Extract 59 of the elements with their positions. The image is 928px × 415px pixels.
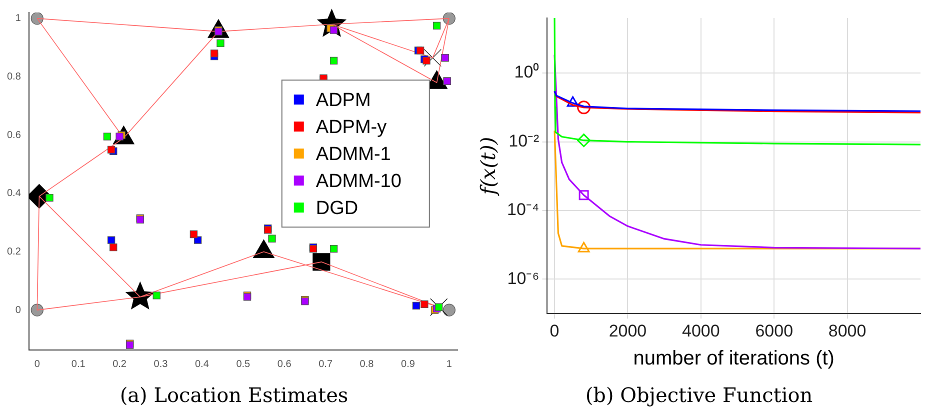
point bbox=[430, 298, 448, 316]
point bbox=[420, 300, 428, 308]
text: (b) Objective Function bbox=[585, 383, 813, 408]
x-tick-label: 0 bbox=[34, 358, 40, 370]
x-tick-label: 1 bbox=[446, 358, 452, 370]
y-tick-label: 1 bbox=[15, 13, 22, 24]
point bbox=[190, 230, 198, 238]
x-tick-label: 0.3 bbox=[154, 358, 168, 370]
point bbox=[107, 146, 116, 154]
point bbox=[424, 49, 442, 67]
y-tick-label: 10⁻⁴ bbox=[506, 200, 540, 220]
legend-label: DGD bbox=[316, 198, 358, 219]
legend-label: ADMM-1 bbox=[316, 144, 391, 165]
x-tick-label: 0.4 bbox=[194, 358, 210, 370]
point bbox=[330, 244, 338, 253]
point bbox=[210, 50, 218, 58]
x-tick-label: 0.8 bbox=[360, 358, 374, 370]
point bbox=[107, 236, 116, 244]
x-tick-label: 6000 bbox=[755, 321, 794, 340]
y-tick-label: 0.2 bbox=[6, 246, 22, 258]
point bbox=[216, 39, 224, 48]
x-tick-label: 0.5 bbox=[236, 358, 251, 370]
point bbox=[435, 303, 443, 311]
point bbox=[152, 292, 160, 300]
point bbox=[194, 236, 202, 244]
y-tick-label: 10⁻² bbox=[508, 131, 540, 150]
legend-label: ADPM-y bbox=[316, 116, 388, 138]
legend-label: ADPM bbox=[316, 90, 371, 111]
point bbox=[103, 132, 112, 140]
point bbox=[412, 302, 420, 310]
x-axis-title: number of iterations (t) bbox=[633, 348, 834, 370]
x-tick-label: 8000 bbox=[828, 321, 866, 340]
point bbox=[30, 12, 44, 25]
point bbox=[330, 56, 338, 65]
point bbox=[330, 26, 338, 34]
point bbox=[312, 253, 330, 271]
y-tick-label: 0 bbox=[15, 304, 22, 316]
x-tick-label: 4000 bbox=[682, 321, 720, 340]
x-tick-label: 0.2 bbox=[112, 358, 127, 370]
x-tick-label: 0.7 bbox=[318, 358, 333, 370]
y-tick-label: 0.6 bbox=[6, 130, 22, 141]
point bbox=[432, 22, 441, 30]
x-tick-label: 2000 bbox=[608, 321, 647, 340]
x-tick-label: 0.6 bbox=[277, 358, 292, 370]
x-tick-label: 0 bbox=[550, 321, 560, 340]
point bbox=[268, 234, 276, 242]
point bbox=[46, 194, 54, 202]
x-tick-label: 0.9 bbox=[401, 358, 416, 370]
point bbox=[442, 304, 456, 316]
y-tick-label: 0.8 bbox=[6, 72, 22, 83]
y-tick-label: 0.4 bbox=[6, 188, 22, 200]
x-tick-label: 0.1 bbox=[71, 358, 86, 370]
text: (a) Location Estimates bbox=[120, 383, 348, 408]
legend-label: ADMM-10 bbox=[316, 170, 402, 192]
y-axis-title: f(x(t)) bbox=[476, 136, 500, 197]
point bbox=[110, 244, 118, 252]
y-tick-label: 10⁰ bbox=[514, 62, 540, 82]
point bbox=[30, 304, 44, 316]
y-tick-label: 10⁻⁶ bbox=[507, 268, 540, 288]
